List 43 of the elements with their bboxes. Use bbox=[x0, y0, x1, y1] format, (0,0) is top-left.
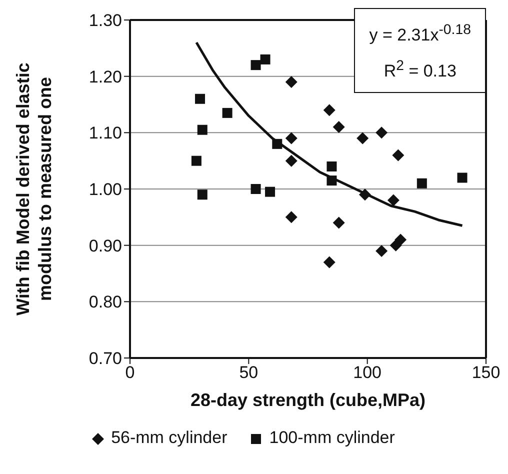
point bbox=[394, 234, 407, 246]
point bbox=[416, 178, 427, 188]
y-tick-label: 0.80 bbox=[88, 292, 122, 312]
y-axis-title: With fib Model derived elastic modulus to measured one bbox=[13, 62, 55, 316]
point bbox=[250, 60, 261, 70]
point bbox=[222, 108, 232, 118]
point bbox=[197, 190, 208, 200]
annotation: R$^{2}$ = 0.13 bbox=[382, 56, 458, 82]
point bbox=[376, 126, 388, 139]
y-tick-label: 1.30 bbox=[88, 11, 122, 30]
point bbox=[323, 256, 336, 268]
point bbox=[356, 132, 369, 144]
annotation: y = 2.31x$^{-0.18}$ bbox=[369, 21, 471, 47]
x-tick-label: 50 bbox=[239, 363, 258, 382]
legend-label: 100-mm cylinder bbox=[268, 428, 395, 447]
y-tick-label: 1.10 bbox=[88, 124, 122, 143]
point bbox=[265, 186, 276, 197]
point bbox=[260, 54, 270, 64]
point bbox=[191, 156, 202, 166]
x-tick-label: 150 bbox=[472, 363, 500, 382]
point bbox=[285, 154, 298, 167]
x-tick-label: 0 bbox=[125, 363, 135, 382]
x-tick-label: 100 bbox=[353, 363, 382, 382]
y-tick-label: 0.90 bbox=[88, 236, 122, 256]
y-tick-label: 1.00 bbox=[88, 180, 122, 200]
y-tick-label: 1.20 bbox=[88, 67, 122, 86]
point bbox=[195, 94, 206, 104]
point bbox=[250, 184, 261, 194]
point bbox=[387, 194, 400, 206]
y-tick-label: 0.70 bbox=[88, 349, 122, 368]
legend-label: 56-mm cylinder bbox=[110, 428, 228, 447]
point bbox=[457, 172, 468, 183]
point bbox=[332, 216, 345, 229]
point bbox=[376, 244, 388, 257]
point bbox=[285, 76, 298, 88]
point bbox=[323, 104, 336, 116]
point bbox=[285, 132, 298, 144]
point bbox=[332, 121, 345, 134]
point bbox=[392, 149, 404, 162]
point bbox=[285, 211, 298, 224]
x-axis-title: 28-day strength (cube,MPa) bbox=[190, 390, 426, 410]
point bbox=[197, 124, 208, 135]
point bbox=[326, 161, 337, 172]
